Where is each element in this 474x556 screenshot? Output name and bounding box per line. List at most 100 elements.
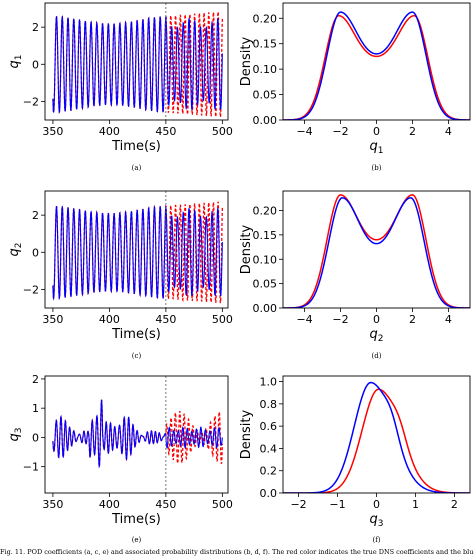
y-axis-label: q1 [7,55,24,69]
plot-area [52,376,223,493]
x-tick-label: 4 [445,125,452,138]
y-axis-label: Density [239,224,254,274]
y-tick-label: 0.00 [253,114,278,127]
y-tick-label: 0.15 [253,229,278,242]
chart-panel-4: −4 −2 0 2 4 0.00 0.05 0.10 0.15 0.20 q2 Density (d) [239,190,471,360]
y-tick-label: 2 [32,209,39,222]
axes-frame [282,375,471,494]
density-curve-pred [283,381,470,493]
y-tick-label: −2 [23,283,39,296]
y-tick-label: 0.20 [253,205,278,218]
x-tick-label: 450 [155,313,176,326]
density-curve-pred [283,11,470,120]
y-tick-label: 0.05 [253,278,278,291]
y-tick-label: 0 [32,431,39,444]
x-tick-label: 500 [212,125,233,138]
y-tick-label: 0 [32,58,39,71]
density-curve-true [283,14,470,120]
panel-label: (a) [132,164,142,172]
chart-panel-6: −2 −1 0 1 2 0.0 0.2 0.4 0.6 0.8 1.0 q3 Density (f) [239,375,471,544]
density-curve-true [283,388,470,493]
x-axis-label: q2 [370,327,384,344]
y-axis-label: Density [239,409,254,459]
x-tick-label: 0 [373,498,380,511]
panel-label: (e) [132,536,142,544]
x-tick-label: 350 [42,125,63,138]
y-tick-label: 2 [32,21,39,34]
density-curve-true [283,194,470,308]
axes-frame [44,2,229,121]
x-tick-label: −4 [296,313,312,326]
y-tick-label: 0.6 [260,420,278,433]
x-tick-label: 4 [445,313,452,326]
axes-frame [44,375,229,494]
x-tick-label: −1 [329,498,345,511]
panel-label: (d) [372,352,382,360]
y-tick-label: 0.15 [253,38,278,51]
axes-frame [282,2,471,121]
plot-area [52,191,223,308]
density-curve-pred [283,197,470,308]
y-tick-label: 0.00 [253,302,278,315]
x-tick-label: 2 [409,313,416,326]
x-tick-label: −2 [290,498,306,511]
panel-label: (f) [372,536,380,544]
x-tick-label: 2 [409,125,416,138]
plot-area [52,3,223,120]
axes-frame [282,190,471,309]
chart-panel-3: 350 400 450 500 −2 0 2 Time(s) q2 (c) [7,190,233,360]
chart-panel-1: 350 400 450 500 −2 0 2 Time(s) q1 (a) [7,2,233,172]
y-tick-label: 0.0 [260,487,278,500]
y-axis-label: Density [239,36,254,86]
y-tick-label: 0 [32,246,39,259]
y-tick-label: 0.05 [253,89,278,102]
y-tick-label: 1.0 [260,376,278,389]
x-tick-label: 350 [42,498,63,511]
x-axis-label: q1 [370,139,384,156]
axes-frame [44,190,229,309]
x-tick-label: −4 [296,125,312,138]
x-tick-label: −2 [332,125,348,138]
x-tick-label: 500 [212,313,233,326]
y-tick-label: 2 [32,373,39,386]
y-axis-label: q2 [7,243,24,257]
x-tick-label: 500 [212,498,233,511]
series-line-pred [52,15,223,114]
x-tick-label: 400 [99,498,120,511]
x-tick-label: 450 [155,125,176,138]
x-tick-label: 0 [373,313,380,326]
y-tick-label: 0.20 [253,12,278,25]
chart-panel-5: 350 400 450 500 −1 0 1 2 Time(s) q3 (e) [7,373,233,544]
plot-area [283,11,470,120]
plot-area [283,381,470,493]
y-tick-label: 0.2 [260,465,278,478]
y-tick-label: −2 [23,95,39,108]
panel-label: (c) [132,352,142,360]
y-tick-label: 0.8 [260,398,278,411]
x-axis-label: Time(s) [111,512,161,527]
y-tick-label: 0.4 [260,442,278,455]
plot-area [283,194,470,308]
y-tick-label: −1 [23,461,39,474]
chart-panel-2: −4 −2 0 2 4 0.00 0.05 0.10 0.15 0.20 q1 Density (b) [239,2,471,172]
y-tick-label: 0.10 [253,63,278,76]
x-axis-label: q3 [370,512,384,529]
panel-label: (b) [372,164,382,172]
x-axis-label: Time(s) [111,327,161,342]
x-tick-label: 400 [99,125,120,138]
x-tick-label: 1 [412,498,419,511]
x-tick-label: 350 [42,313,63,326]
x-tick-label: 2 [451,498,458,511]
y-axis-label: q3 [7,428,24,442]
series-line-pred [52,399,223,469]
y-tick-label: 0.10 [253,253,278,266]
x-tick-label: −2 [332,313,348,326]
y-tick-label: 1 [32,402,39,415]
x-tick-label: 0 [373,125,380,138]
x-axis-label: Time(s) [111,139,161,154]
x-tick-label: 450 [155,498,176,511]
series-line-pred [52,204,223,301]
x-tick-label: 400 [99,313,120,326]
figure-caption: Fig. 11. POD coefficients (a, c, e) and … [0,548,474,556]
